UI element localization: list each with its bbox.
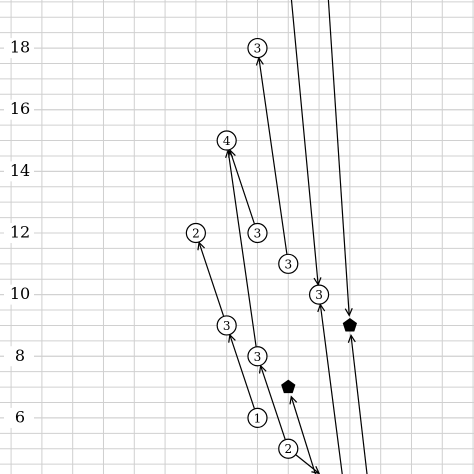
node <box>216 130 237 151</box>
pentagon-marker <box>281 379 296 394</box>
arrow-head <box>289 395 298 405</box>
y-tick-label: 14 <box>10 161 30 180</box>
edge <box>289 395 317 474</box>
node-label: 2 <box>284 442 292 456</box>
y-tick-label: 12 <box>10 222 30 241</box>
tick-label-bg <box>4 38 34 59</box>
node-label: 3 <box>254 226 262 240</box>
edge <box>347 334 368 474</box>
edge <box>327 0 353 317</box>
node <box>308 284 330 305</box>
edge-line <box>227 150 257 347</box>
node-label: 3 <box>254 350 262 364</box>
tick-label-bg <box>4 407 34 428</box>
edge <box>295 454 321 474</box>
y-tick-label: 18 <box>10 38 30 57</box>
y-tick-label: 8 <box>15 346 25 365</box>
node <box>185 222 206 244</box>
node-label: 3 <box>284 257 292 271</box>
tick-label-bg <box>4 346 34 367</box>
node-label: 3 <box>223 319 231 333</box>
edge-line <box>260 365 286 440</box>
edge-line <box>198 242 225 317</box>
node-label: 2 <box>192 226 200 240</box>
pentagon-marker <box>342 317 358 332</box>
tick-label-bg <box>4 222 34 243</box>
node <box>278 253 299 274</box>
edge-line <box>290 396 317 474</box>
node <box>247 346 268 367</box>
arrow-head <box>347 334 356 343</box>
node-label: 3 <box>254 42 262 56</box>
node-label: 4 <box>223 134 231 148</box>
node-label: 3 <box>315 288 323 302</box>
node <box>247 37 268 59</box>
node <box>247 222 268 244</box>
edge-line <box>319 304 343 474</box>
node-label: 1 <box>254 411 262 425</box>
y-tick-label: 6 <box>15 407 25 426</box>
node <box>278 438 299 459</box>
arrow-head <box>344 308 353 317</box>
y-tick-label: 10 <box>10 284 30 303</box>
y-tick-label: 16 <box>10 99 30 118</box>
edge-line <box>258 57 288 254</box>
tick-label-bg <box>4 161 34 182</box>
node <box>216 315 237 336</box>
arrow-head <box>311 466 321 474</box>
edge-line <box>327 0 350 316</box>
edge <box>290 0 322 287</box>
tick-label-bg <box>4 284 34 305</box>
edge-line <box>295 454 320 474</box>
edge-line <box>350 335 368 474</box>
node <box>247 407 268 429</box>
tick-label-bg <box>4 99 34 120</box>
edge-line <box>290 0 319 285</box>
edge-line <box>229 334 255 409</box>
edge-line <box>229 149 255 224</box>
